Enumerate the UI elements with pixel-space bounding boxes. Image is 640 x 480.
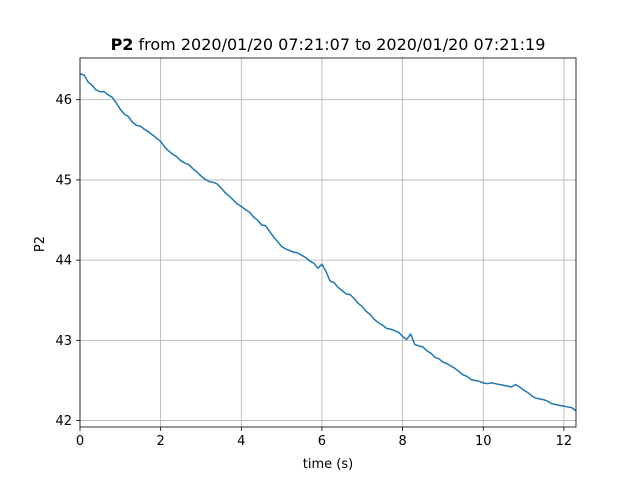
chart-title-rest: from 2020/01/20 07:21:07 to 2020/01/20 0… [133, 35, 545, 54]
series-layer [79, 73, 577, 412]
x-tick-label: 6 [318, 434, 326, 449]
plot-frame [79, 57, 577, 428]
y-tick-label: 46 [55, 93, 72, 108]
x-tick-label: 4 [237, 434, 245, 449]
grid [79, 58, 576, 427]
y-tick-label: 43 [55, 334, 72, 349]
y-tick-label: 44 [55, 254, 72, 269]
x-tick-label: 2 [157, 434, 165, 449]
x-tick-label: 0 [76, 434, 84, 449]
chart-title: P2 from 2020/01/20 07:21:07 to 2020/01/2… [111, 35, 546, 54]
y-tick-label: 42 [55, 414, 72, 429]
x-axis-label: time (s) [303, 457, 353, 472]
x-tick-label: 12 [556, 434, 573, 449]
series-line-p2 [79, 73, 577, 412]
x-tick-label: 10 [475, 434, 492, 449]
x-tick-label: 8 [398, 434, 406, 449]
y-axis-label: P2 [33, 236, 48, 252]
y-tick-label: 45 [55, 173, 72, 188]
chart-title-bold: P2 [111, 35, 134, 54]
